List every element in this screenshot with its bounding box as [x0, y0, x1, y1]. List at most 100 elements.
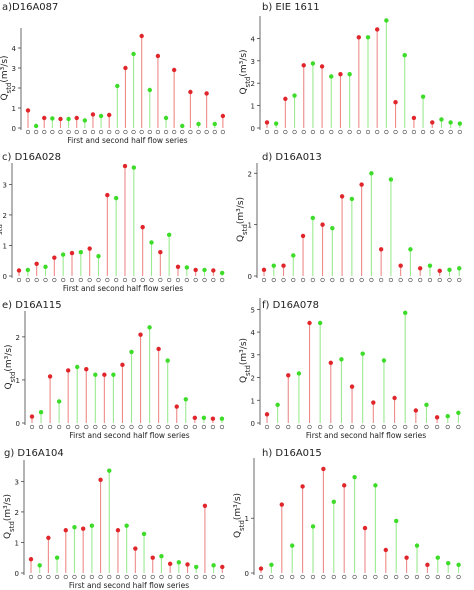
x-baseline-marker: [383, 574, 388, 580]
marker-second-half: [403, 310, 408, 315]
x-baseline-marker: [212, 129, 217, 135]
x-baseline-marker: [456, 574, 461, 580]
marker-first-half: [437, 268, 442, 274]
marker-second-half: [457, 266, 462, 271]
y-tick-label: 0: [251, 420, 255, 428]
marker-second-half: [445, 413, 450, 419]
chart-title: b) EIE 1611: [262, 2, 320, 13]
marker-second-half: [111, 372, 116, 377]
marker-second-half: [202, 267, 207, 273]
marker-first-half: [300, 484, 305, 489]
x-baseline-marker: [47, 424, 53, 430]
x-baseline-marker: [371, 424, 376, 430]
x-baseline-marker: [98, 129, 104, 135]
marker-first-half: [84, 366, 89, 372]
marker-first-half: [371, 400, 376, 405]
marker-first-half: [74, 115, 79, 121]
x-baseline-marker: [413, 424, 418, 430]
x-baseline-marker: [90, 129, 96, 135]
marker-first-half: [349, 384, 355, 389]
x-baseline-marker: [28, 574, 34, 580]
x-baseline-marker: [359, 277, 364, 283]
marker-first-half: [417, 266, 423, 271]
chart-title: f) D16A078: [262, 300, 319, 311]
y-tick-label: 1: [245, 515, 249, 523]
marker-second-half: [427, 263, 433, 268]
x-baseline-marker: [89, 574, 94, 580]
chart-title: c) D16A028: [2, 152, 61, 163]
x-baseline-marker: [375, 129, 380, 135]
marker-first-half: [167, 561, 173, 567]
marker-first-half: [264, 412, 270, 417]
x-baseline-marker: [437, 277, 442, 283]
marker-second-half: [131, 165, 137, 170]
x-baseline-marker: [220, 277, 225, 283]
x-baseline-marker: [301, 129, 306, 135]
marker-first-half: [150, 555, 155, 560]
y-axis-label: Qstd(m³/s): [236, 197, 249, 242]
x-baseline-marker: [58, 129, 63, 135]
x-baseline-marker: [82, 129, 87, 135]
x-baseline-marker: [261, 277, 267, 283]
x-baseline-marker: [320, 277, 325, 283]
chart-panel-3: c) D16A028 0 1 2 3 Qstd(m³/s) First and second…: [0, 152, 225, 293]
marker-second-half: [159, 554, 164, 559]
x-baseline-marker: [16, 277, 22, 283]
marker-first-half: [58, 116, 63, 122]
y-tick-label: 2: [12, 85, 16, 93]
y-axis-label: Qstd(m³/s): [239, 49, 252, 94]
marker-second-half: [269, 562, 274, 567]
x-baseline-marker: [188, 129, 193, 135]
x-baseline-marker: [211, 277, 216, 283]
marker-first-half: [307, 320, 312, 326]
marker-second-half: [447, 267, 452, 273]
marker-second-half: [381, 358, 387, 363]
marker-second-half: [93, 372, 98, 377]
marker-second-half: [456, 562, 461, 567]
x-baseline-marker: [131, 277, 136, 283]
y-tick-label: 4: [12, 45, 17, 53]
chart-panel-2: b) EIE 1611 0 1 2 3 4 Qstd(m³/s): [239, 2, 463, 135]
x-baseline-marker: [352, 574, 357, 580]
x-baseline-marker: [418, 277, 423, 283]
x-axis-label: First and second half flow series: [69, 431, 189, 440]
x-baseline-marker: [258, 574, 264, 580]
x-baseline-marker: [163, 129, 169, 135]
marker-second-half: [330, 226, 335, 231]
x-baseline-marker: [105, 277, 110, 283]
x-baseline-marker: [111, 424, 116, 430]
x-baseline-marker: [339, 424, 344, 430]
x-baseline-marker: [42, 129, 47, 135]
x-baseline-marker: [87, 277, 92, 283]
x-baseline-marker: [447, 277, 452, 283]
x-baseline-marker: [457, 129, 462, 135]
x-baseline-marker: [139, 129, 144, 135]
marker-second-half: [194, 564, 199, 570]
x-baseline-marker: [155, 129, 161, 135]
marker-first-half: [434, 415, 440, 420]
y-tick-label: 2: [251, 375, 255, 383]
x-baseline-marker: [300, 574, 305, 580]
x-baseline-marker: [175, 277, 181, 283]
marker-first-half: [204, 91, 209, 96]
x-baseline-marker: [424, 424, 429, 430]
x-baseline-marker: [120, 424, 125, 430]
marker-second-half: [165, 358, 170, 363]
marker-second-half: [291, 253, 296, 258]
x-baseline-marker: [172, 129, 177, 135]
x-baseline-marker: [446, 574, 451, 580]
x-baseline-marker: [448, 129, 453, 135]
marker-second-half: [166, 232, 172, 237]
x-baseline-marker: [338, 129, 343, 135]
marker-first-half: [283, 96, 288, 102]
x-baseline-marker: [25, 277, 30, 283]
marker-second-half: [310, 61, 316, 66]
marker-first-half: [261, 267, 267, 273]
y-tick-label: 3: [15, 478, 19, 486]
y-tick-label: 0: [12, 125, 16, 133]
x-baseline-marker: [185, 574, 190, 580]
marker-second-half: [50, 116, 55, 121]
chart-panel-7: g) D16A104 0 1 2 3 Qstd(m³/s) First and second…: [3, 448, 225, 590]
x-baseline-marker: [57, 424, 62, 430]
